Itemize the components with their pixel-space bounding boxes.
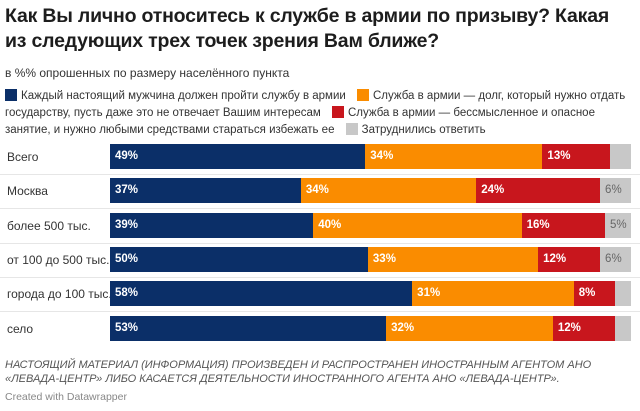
category-label: от 100 до 500 тыс. — [7, 252, 110, 267]
data-label: 40% — [318, 218, 342, 231]
data-label: 13% — [547, 150, 571, 162]
chart-row: село 53% 32% 12% — [0, 312, 640, 346]
legend-label: Каждый настоящий мужчина должен пройти с… — [21, 90, 346, 102]
bar-segment: 58% — [110, 281, 413, 307]
data-label: 24% — [481, 184, 505, 197]
stacked-bar: 53% 32% 12% — [110, 315, 631, 341]
category-label: Всего — [7, 150, 39, 164]
bar-segment: 40% — [313, 212, 522, 238]
data-label: 34% — [370, 150, 394, 162]
legend-label: Служба в армии — бессмысленное и опасное… — [5, 107, 595, 136]
bar-segment — [615, 281, 631, 307]
bar-segment: 53% — [110, 315, 387, 341]
data-label: 12% — [543, 252, 567, 265]
bar-segment: 8% — [573, 281, 616, 307]
data-label: 32% — [391, 321, 415, 334]
chart-subtitle: в %% опрошенных по размеру населённого п… — [5, 66, 290, 80]
legend-item-dont-know: Затруднились ответить — [345, 123, 486, 136]
bar-segment: 31% — [412, 281, 574, 307]
bar-segment: 37% — [110, 178, 301, 204]
stacked-bar: 37% 34% 24% 6% — [110, 178, 631, 204]
stacked-bar: 58% 31% 8% — [110, 281, 631, 307]
data-label: 5% — [609, 218, 627, 231]
bar-segment: 5% — [604, 212, 631, 238]
bar-segment: 32% — [386, 315, 553, 341]
data-label: 31% — [417, 287, 441, 300]
bar-segment — [615, 315, 631, 341]
legend-swatch — [332, 106, 344, 118]
chart-title: Как Вы лично относитесь к службе в армии… — [5, 5, 610, 52]
chart-row: Москва 37% 34% 24% 6% — [0, 174, 640, 210]
category-label: более 500 тыс. — [7, 218, 91, 233]
bar-segment: 34% — [365, 144, 543, 169]
bar-segment: 49% — [110, 144, 366, 169]
stacked-bar: 50% 33% 12% 6% — [110, 246, 631, 272]
stacked-bar-chart: Всего 49% 34% 13% Москва 37% 34% 24% 6% более 500… — [0, 140, 640, 345]
legend-label: Служба в армии — долг, который нужно отд… — [5, 90, 626, 119]
legend-item-pointless: Служба в армии — бессмысленное и опасное… — [5, 106, 595, 136]
category-label: Москва — [7, 184, 48, 199]
bar-segment: 39% — [110, 212, 314, 238]
data-label: 6% — [605, 252, 622, 265]
bar-segment: 13% — [542, 144, 611, 169]
category-label: города до 100 тыс. — [7, 287, 112, 302]
disclaimer-note: НАСТОЯЩИЙ МАТЕРИАЛ (ИНФОРМАЦИЯ) ПРОИЗВЕД… — [5, 359, 592, 385]
bar-segment: 12% — [552, 315, 616, 341]
data-label: 50% — [115, 252, 139, 265]
stacked-bar: 49% 34% 13% — [110, 144, 631, 169]
bar-segment: 24% — [476, 178, 601, 204]
bar-segment — [610, 144, 631, 169]
data-label: 53% — [115, 321, 139, 334]
category-label: село — [7, 321, 34, 336]
legend-swatch — [5, 89, 17, 101]
legend-swatch — [345, 123, 358, 135]
data-label: 39% — [115, 218, 139, 231]
bar-segment: 6% — [600, 246, 631, 272]
datawrapper-credit: Created with Datawrapper — [5, 391, 127, 403]
bar-segment: 34% — [300, 178, 477, 204]
data-label: 33% — [372, 252, 396, 265]
data-label: 8% — [578, 287, 596, 300]
bar-segment: 12% — [538, 246, 601, 272]
bar-segment: 16% — [521, 212, 605, 238]
stacked-bar: 39% 40% 16% 5% — [110, 212, 631, 238]
legend-label: Затруднились ответить — [361, 124, 486, 136]
chart-row: более 500 тыс. 39% 40% 16% 5% — [0, 209, 640, 244]
data-label: 58% — [115, 287, 139, 300]
legend-swatch — [357, 89, 369, 101]
data-label: 16% — [526, 218, 550, 231]
legend-item-must-serve: Каждый настоящий мужчина должен пройти с… — [5, 89, 346, 102]
chart-row: Всего 49% 34% 13% — [0, 140, 640, 175]
data-label: 34% — [305, 184, 329, 197]
data-label: 49% — [115, 150, 139, 162]
data-label: 6% — [605, 184, 622, 197]
bar-segment: 33% — [367, 246, 539, 272]
legend-item-duty: Служба в армии — долг, который нужно отд… — [5, 89, 626, 119]
bar-segment: 50% — [110, 246, 368, 272]
data-label: 37% — [115, 184, 139, 197]
bar-segment: 6% — [600, 178, 631, 204]
chart-row: от 100 до 500 тыс. 50% 33% 12% 6% — [0, 243, 640, 278]
chart-row: города до 100 тыс. 58% 31% 8% — [0, 277, 640, 313]
data-label: 12% — [557, 321, 581, 334]
legend: Каждый настоящий мужчина должен пройти с… — [5, 88, 635, 139]
